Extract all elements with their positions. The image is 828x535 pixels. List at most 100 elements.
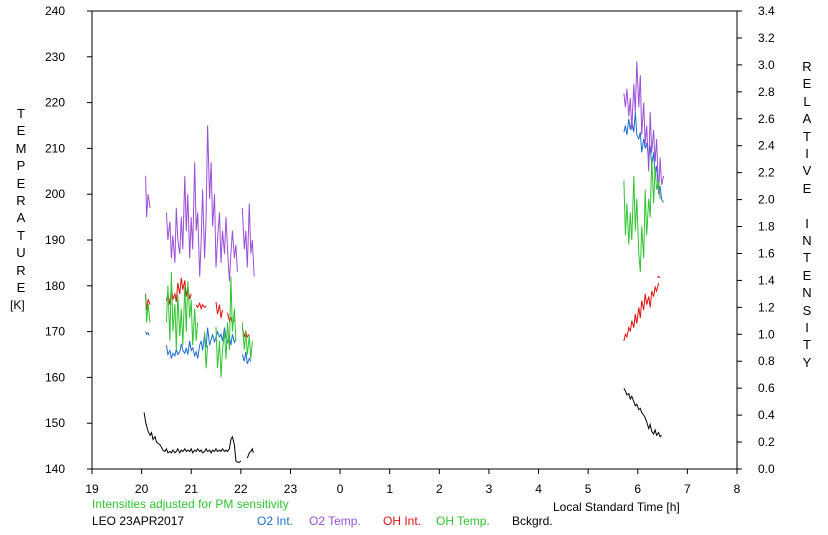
- axis-title-letter: R: [16, 193, 26, 209]
- x-tick-label: 7: [684, 482, 691, 496]
- legend-item-oh-int: OH Int.: [383, 514, 422, 528]
- left-tick-label: 180: [45, 279, 65, 293]
- axis-title-letter: M: [15, 140, 27, 156]
- series-line-oh-temp: [145, 294, 151, 323]
- right-tick-label: 1.4: [758, 273, 775, 287]
- x-tick-label: 2: [436, 482, 443, 496]
- series-line-oh-temp: [215, 276, 237, 378]
- axis-title-letter: N: [802, 233, 812, 249]
- axis-title-letter: Y: [802, 354, 812, 370]
- axis-title-letter: E: [802, 76, 812, 92]
- series-line-bckgrd: [623, 387, 662, 438]
- series-line-o2-int: [145, 331, 150, 336]
- axis-title-letter: V: [802, 163, 812, 179]
- axis-title-letter: E: [802, 180, 812, 196]
- axis-title-letter: I: [805, 320, 809, 336]
- x-tick-label: 20: [135, 482, 149, 496]
- right-tick-label: 1.6: [758, 246, 775, 260]
- adjustment-note: Intensities adjusted for PM sensitivity: [92, 497, 289, 511]
- x-tick-label: 8: [734, 482, 741, 496]
- legend-item-o2-int: O2 Int.: [257, 514, 294, 528]
- left-tick-label: 190: [45, 233, 65, 247]
- axis-title-letter: S: [802, 302, 812, 318]
- legend-item-oh-temp: OH Temp.: [436, 514, 490, 528]
- axis-title-letter: I: [805, 215, 809, 231]
- left-tick-label: 160: [45, 370, 65, 384]
- series-line-o2-int: [623, 111, 665, 203]
- x-tick-label: 1: [386, 482, 393, 496]
- right-tick-label: 3.2: [758, 31, 775, 45]
- right-tick-label: 3.0: [758, 58, 775, 72]
- left-axis-ticks: 140 150 160 170 180 190 200 210 220 230 240: [45, 4, 92, 476]
- legend-item-o2-temp: O2 Temp.: [309, 514, 361, 528]
- axis-title-letter: T: [803, 128, 811, 144]
- axis-title-letter: A: [16, 210, 26, 226]
- left-tick-label: 210: [45, 141, 65, 155]
- right-tick-label: 0.8: [758, 354, 775, 368]
- series-layer: [143, 61, 665, 463]
- series-line-oh-temp: [241, 322, 253, 360]
- axis-title-letter: T: [803, 337, 811, 353]
- series-line-oh-temp: [204, 331, 209, 369]
- left-tick-label: 140: [45, 462, 65, 476]
- series-line-oh-temp: [623, 157, 661, 273]
- x-tick-label: 6: [634, 482, 641, 496]
- axis-title-letter: T: [17, 106, 25, 121]
- series-line-oh-int: [623, 282, 660, 342]
- left-tick-label: 220: [45, 96, 65, 110]
- x-tick-label: 4: [535, 482, 542, 496]
- axis-title-letter: L: [803, 93, 811, 109]
- series-line-o2-temp: [145, 175, 151, 218]
- right-axis-ticks: 0.0 0.2 0.4 0.6 0.8 1.0 1.2 1.4 1.6 1.8 2.0 2.2 2.4 2…: [737, 4, 775, 476]
- right-tick-label: 2.2: [758, 166, 775, 180]
- axis-title-letter: I: [805, 146, 809, 162]
- right-tick-label: 2.8: [758, 85, 775, 99]
- right-tick-label: 0.4: [758, 408, 775, 422]
- axis-title-letter: U: [16, 245, 26, 261]
- left-axis-unit: [K]: [10, 298, 25, 312]
- right-tick-label: 2.6: [758, 112, 775, 126]
- axis-title-letter: R: [802, 59, 812, 74]
- right-tick-label: 2.0: [758, 193, 775, 207]
- right-tick-label: 0.6: [758, 381, 775, 395]
- axis-title-letter: N: [802, 285, 812, 301]
- axis-title-letter: R: [16, 262, 26, 278]
- right-tick-label: 1.0: [758, 327, 775, 341]
- axis-title-letter: [799, 197, 815, 214]
- x-tick-label: 19: [85, 482, 99, 496]
- left-tick-label: 150: [45, 416, 65, 430]
- series-line-o2-int: [241, 351, 252, 365]
- left-tick-label: 170: [45, 325, 65, 339]
- right-tick-label: 3.4: [758, 4, 775, 18]
- x-tick-label: 23: [284, 482, 298, 496]
- x-axis-title: Local Standard Time [h]: [553, 500, 680, 514]
- right-tick-label: 1.2: [758, 300, 775, 314]
- x-axis-ticks: 19 20 21 22 23 0 1 2 3 4 5 6 7 8: [85, 469, 741, 496]
- series-line-oh-temp: [165, 272, 199, 350]
- axis-title-letter: T: [17, 227, 25, 243]
- right-tick-label: 0.0: [758, 462, 775, 476]
- axis-title-letter: P: [16, 158, 26, 174]
- right-tick-label: 2.4: [758, 139, 775, 153]
- series-line-o2-temp: [241, 203, 255, 277]
- series-line-oh-int: [215, 301, 223, 319]
- x-tick-label: 21: [185, 482, 199, 496]
- left-tick-label: 230: [45, 50, 65, 64]
- series-line-o2-temp: [623, 61, 665, 195]
- station-date-label: LEO 23APR2017: [92, 514, 185, 528]
- series-line-bckgrd: [246, 447, 254, 459]
- axis-title-letter: A: [802, 111, 812, 127]
- legend-item-bckgrd: Bckgrd.: [512, 514, 553, 528]
- x-tick-label: 3: [486, 482, 493, 496]
- right-tick-label: 0.2: [758, 435, 775, 449]
- series-line-bckgrd: [143, 412, 242, 463]
- axis-title-letter: T: [803, 250, 811, 266]
- series-line-oh-int: [195, 301, 207, 311]
- series-line-o2-int: [165, 327, 237, 359]
- axis-title-letter: E: [802, 267, 812, 283]
- right-tick-label: 1.8: [758, 220, 775, 234]
- x-tick-label: 5: [585, 482, 592, 496]
- axis-title-letter: E: [16, 280, 26, 296]
